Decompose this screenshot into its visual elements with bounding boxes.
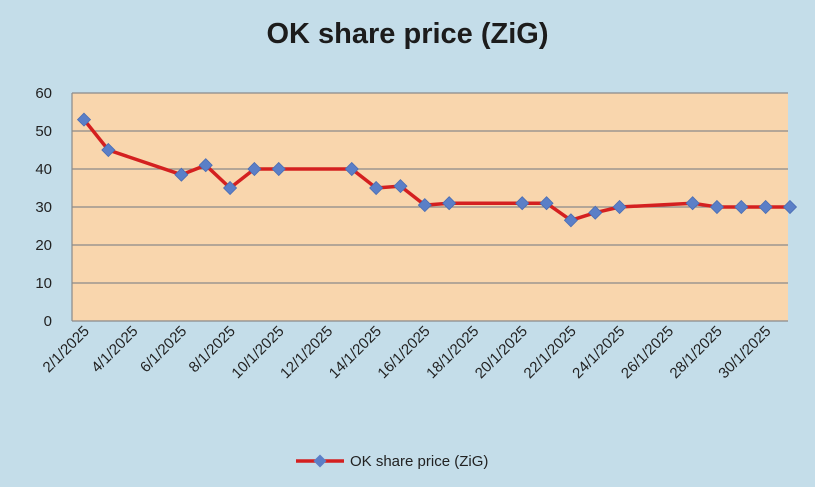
data-point bbox=[344, 161, 359, 177]
data-point bbox=[174, 167, 189, 182]
data-point bbox=[612, 199, 627, 215]
data-point bbox=[442, 196, 457, 211]
y-tick-label: 20 bbox=[35, 237, 52, 254]
data-point bbox=[247, 161, 262, 177]
data-point bbox=[734, 199, 749, 215]
data-point bbox=[588, 205, 603, 220]
x-tick-label: 22/1/2025 bbox=[521, 323, 580, 382]
data-point bbox=[101, 142, 116, 158]
y-axis-ticks: 0 10 20 30 40 50 60 bbox=[35, 85, 52, 330]
series-layer bbox=[76, 112, 798, 228]
data-point bbox=[758, 199, 773, 215]
legend: OK share price (ZiG) bbox=[296, 453, 488, 470]
x-tick-label: 26/1/2025 bbox=[618, 323, 677, 382]
data-point bbox=[369, 180, 384, 196]
y-tick-label: 0 bbox=[44, 313, 52, 330]
data-point bbox=[393, 179, 408, 194]
x-tick-label: 14/1/2025 bbox=[326, 323, 385, 382]
x-axis-ticks: 2/1/20254/1/20256/1/20258/1/202510/1/202… bbox=[40, 323, 775, 382]
data-point bbox=[271, 161, 286, 177]
y-tick-label: 40 bbox=[35, 161, 52, 178]
x-tick-label: 16/1/2025 bbox=[374, 323, 433, 382]
x-tick-label: 4/1/2025 bbox=[88, 323, 141, 376]
y-tick-label: 30 bbox=[35, 199, 52, 216]
data-point bbox=[539, 196, 554, 211]
legend-marker-swatch bbox=[313, 454, 327, 468]
x-tick-label: 12/1/2025 bbox=[277, 323, 336, 382]
data-point bbox=[709, 199, 725, 215]
x-tick-label: 28/1/2025 bbox=[667, 323, 726, 382]
y-tick-label: 60 bbox=[35, 85, 52, 102]
y-tick-label: 10 bbox=[35, 275, 52, 292]
chart-title: OK share price (ZiG) bbox=[266, 18, 549, 50]
data-point bbox=[685, 196, 700, 211]
x-tick-label: 18/1/2025 bbox=[423, 323, 482, 382]
data-point bbox=[515, 196, 530, 211]
x-tick-label: 30/1/2025 bbox=[715, 323, 774, 382]
x-tick-label: 20/1/2025 bbox=[472, 323, 531, 382]
x-tick-label: 6/1/2025 bbox=[137, 323, 190, 376]
x-tick-label: 10/1/2025 bbox=[228, 323, 287, 382]
x-tick-label: 24/1/2025 bbox=[569, 323, 628, 382]
data-point bbox=[76, 112, 92, 127]
y-tick-label: 50 bbox=[35, 123, 52, 140]
data-point bbox=[198, 158, 213, 173]
data-point bbox=[223, 180, 238, 196]
data-point bbox=[563, 213, 578, 228]
series-line bbox=[82, 118, 790, 223]
x-tick-label: 2/1/2025 bbox=[40, 323, 93, 376]
legend-label: OK share price (ZiG) bbox=[350, 453, 488, 470]
data-point bbox=[417, 198, 432, 213]
data-point bbox=[782, 199, 798, 215]
